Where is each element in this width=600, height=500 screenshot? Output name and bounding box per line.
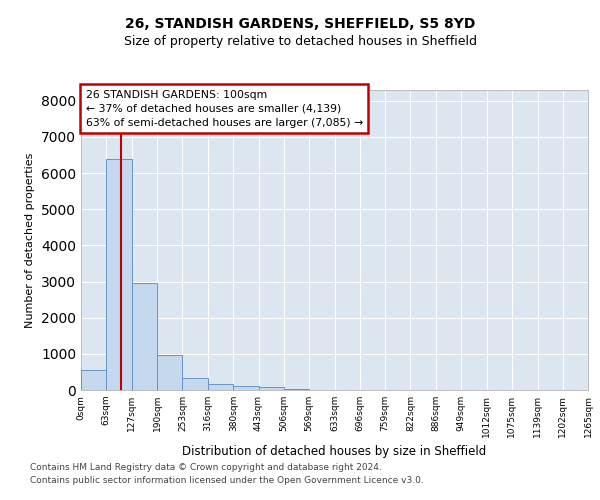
Bar: [284, 389, 309, 390]
Y-axis label: Number of detached properties: Number of detached properties: [25, 152, 35, 328]
Bar: [132, 284, 157, 390]
Text: Size of property relative to detached houses in Sheffield: Size of property relative to detached ho…: [124, 35, 476, 48]
Bar: [157, 354, 182, 390]
Bar: [233, 386, 259, 390]
X-axis label: Distribution of detached houses by size in Sheffield: Distribution of detached houses by size …: [182, 446, 487, 458]
Bar: [259, 388, 284, 390]
Text: 26 STANDISH GARDENS: 100sqm
← 37% of detached houses are smaller (4,139)
63% of : 26 STANDISH GARDENS: 100sqm ← 37% of det…: [86, 90, 363, 128]
Bar: [106, 158, 132, 390]
Bar: [81, 370, 106, 390]
Text: Contains public sector information licensed under the Open Government Licence v3: Contains public sector information licen…: [30, 476, 424, 485]
Bar: [208, 384, 233, 390]
Text: 26, STANDISH GARDENS, SHEFFIELD, S5 8YD: 26, STANDISH GARDENS, SHEFFIELD, S5 8YD: [125, 18, 475, 32]
Bar: [182, 378, 208, 390]
Text: Contains HM Land Registry data © Crown copyright and database right 2024.: Contains HM Land Registry data © Crown c…: [30, 462, 382, 471]
